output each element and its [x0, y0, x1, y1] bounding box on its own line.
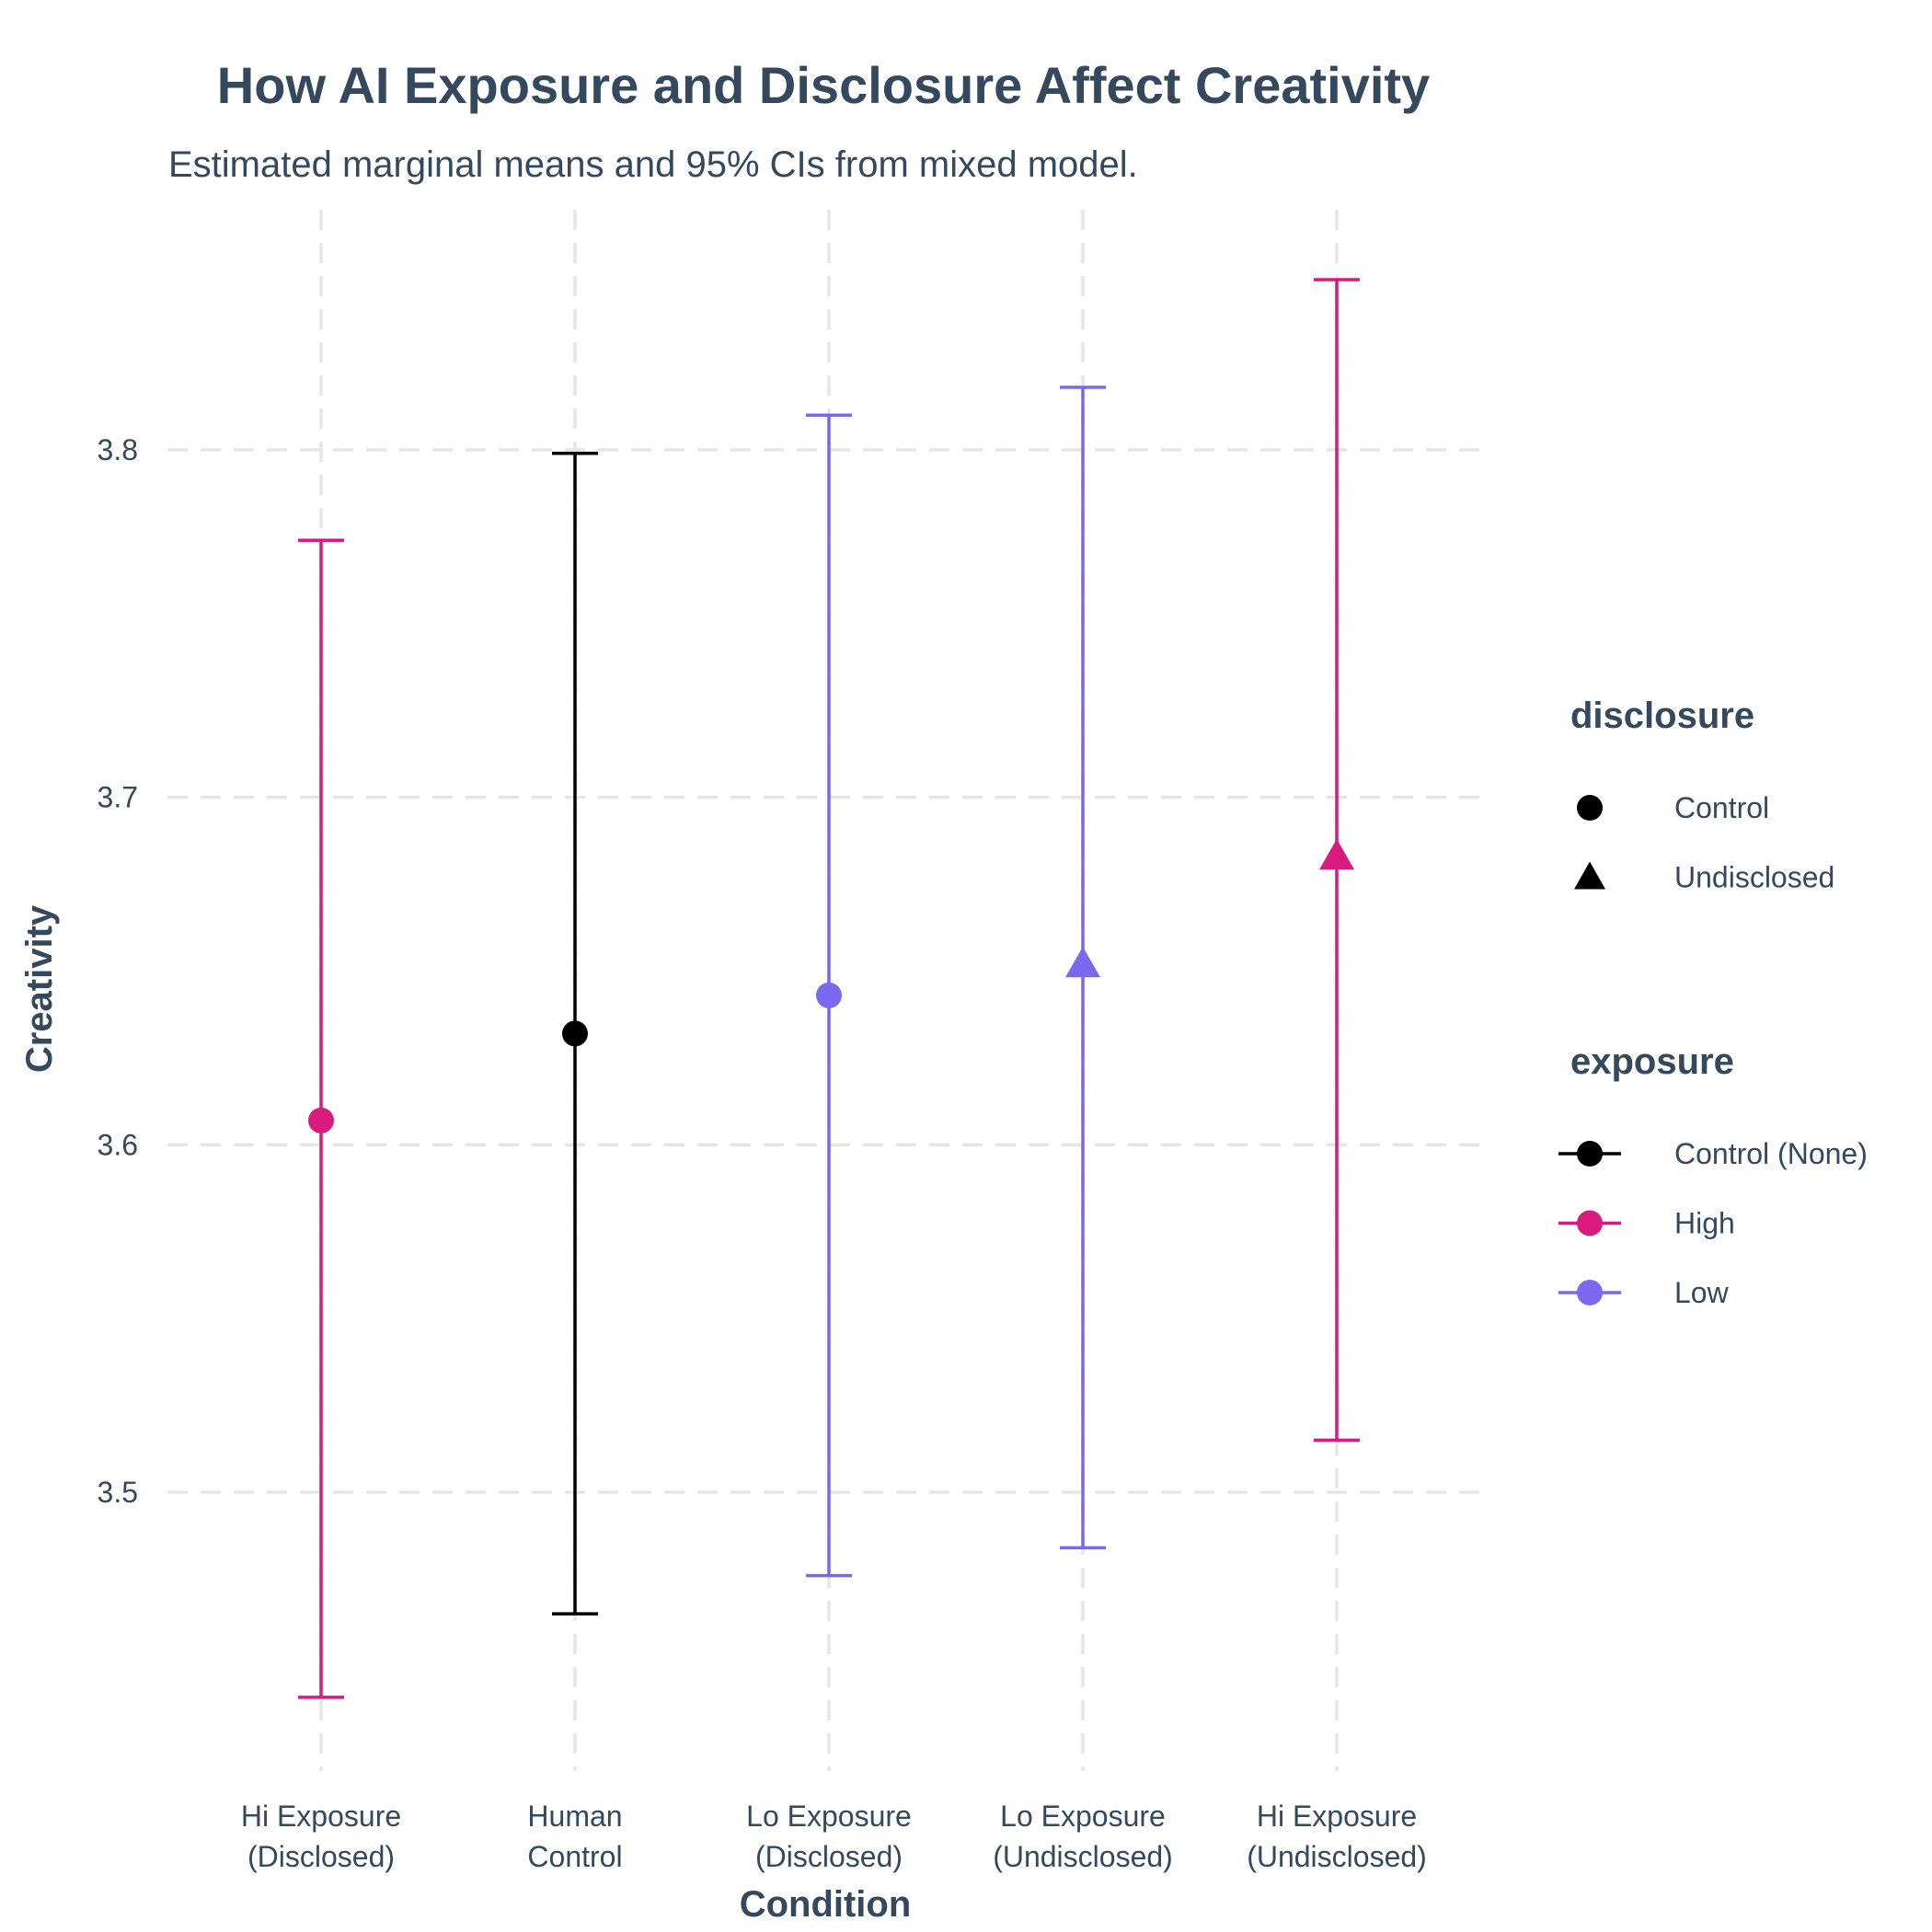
legend-entry: Control (None): [1558, 1137, 1868, 1170]
y-tick-label: 3.7: [98, 781, 138, 814]
legend-entry: High: [1558, 1207, 1735, 1240]
x-tick-label: Lo Exposure (Undisclosed): [993, 1800, 1173, 1873]
legend-label: Low: [1674, 1276, 1730, 1309]
legend-key-circle: [1577, 1280, 1603, 1305]
legend-key-triangle: [1574, 861, 1605, 890]
x-tick-label: Hi Exposure (Undisclosed): [1247, 1800, 1427, 1873]
chart-subtitle: Estimated marginal means and 95% CIs fro…: [168, 144, 1138, 185]
x-tick-label-line: (Disclosed): [755, 1840, 903, 1873]
legend-entry: Low: [1558, 1276, 1730, 1309]
y-tick-label: 3.8: [98, 433, 138, 466]
legend-entry: Undisclosed: [1574, 861, 1834, 894]
x-tick-label-line: Human: [527, 1800, 622, 1833]
legend-exposure: exposure Control (None) High Low: [1558, 1041, 1868, 1309]
legend-disclosure: disclosure Control Undisclosed: [1570, 696, 1834, 894]
legend-key-circle: [1577, 795, 1603, 821]
y-axis-title: Creativity: [19, 904, 60, 1073]
legend-label: Undisclosed: [1674, 861, 1834, 894]
data-points: [308, 838, 1354, 1133]
data-point: [308, 1107, 334, 1133]
x-tick-label-line: Control: [527, 1840, 622, 1873]
x-tick-label: Lo Exposure (Disclosed): [746, 1800, 912, 1873]
x-tick-label: Human Control: [527, 1800, 622, 1873]
data-point: [816, 982, 842, 1008]
x-tick-label-line: Lo Exposure: [1000, 1800, 1166, 1833]
x-tick-label-line: (Disclosed): [247, 1840, 395, 1873]
data-point: [1319, 838, 1354, 870]
data-point: [1065, 946, 1100, 978]
legends: disclosure Control Undisclosed exposure Cont…: [1558, 696, 1868, 1309]
y-tick-label: 3.5: [98, 1476, 138, 1509]
legend-label: Control: [1674, 791, 1769, 824]
legend-key-circle: [1577, 1141, 1603, 1167]
legend-label: High: [1674, 1207, 1735, 1240]
legend-key-circle: [1577, 1210, 1603, 1236]
x-axis-ticks: Hi Exposure (Disclosed) Human Control Lo Exp…: [241, 1800, 1427, 1873]
x-tick-label-line: Lo Exposure: [746, 1800, 912, 1833]
x-tick-label-line: (Undisclosed): [1247, 1840, 1427, 1873]
chart-title: How AI Exposure and Disclosure Affect Cr…: [217, 56, 1430, 114]
x-tick-label: Hi Exposure (Disclosed): [241, 1800, 401, 1873]
x-axis-title: Condition: [740, 1884, 912, 1925]
legend-entry: Control: [1577, 791, 1769, 824]
x-tick-label-line: (Undisclosed): [993, 1840, 1173, 1873]
y-axis-ticks: 3.5 3.6 3.7 3.8: [98, 433, 138, 1509]
legend-title: disclosure: [1570, 696, 1754, 736]
data-point: [562, 1020, 588, 1047]
legend-title: exposure: [1570, 1041, 1734, 1082]
y-tick-label: 3.6: [98, 1128, 138, 1161]
x-tick-label-line: Hi Exposure: [241, 1800, 401, 1833]
x-tick-label-line: Hi Exposure: [1257, 1800, 1417, 1833]
legend-label: Control (None): [1674, 1137, 1868, 1170]
